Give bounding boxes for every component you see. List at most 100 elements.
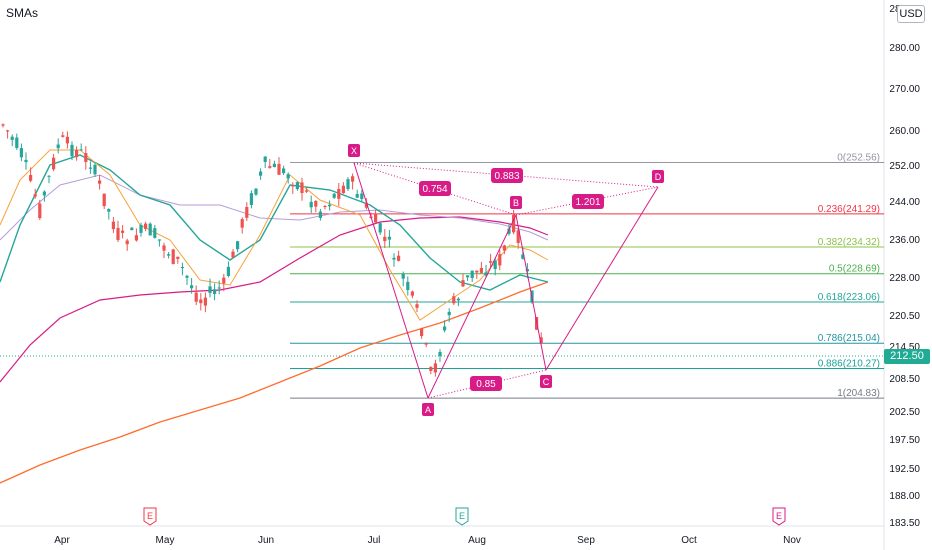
month-tick-label: Nov (783, 535, 801, 546)
sma-fast-line (0, 149, 549, 321)
pattern-xb-dotted (353, 162, 517, 216)
candle-body (162, 245, 166, 251)
pattern-point-label: A (425, 405, 431, 415)
candle-body (351, 176, 355, 182)
price-tick-label: 197.50 (889, 435, 920, 446)
price-tick-label: 192.50 (889, 464, 920, 475)
candle-body (341, 185, 345, 194)
candle-body (323, 206, 327, 208)
pattern-ratio-box (419, 181, 451, 196)
pattern-point-box (510, 196, 522, 209)
month-tick-label: Jul (368, 535, 381, 546)
candle-body (199, 299, 203, 304)
candle-body (213, 289, 217, 294)
candle-body (521, 254, 525, 259)
candle-body (420, 328, 424, 336)
candle-body (19, 148, 23, 158)
price-tick-label: 280.00 (889, 43, 920, 54)
candle-body (438, 351, 442, 356)
month-tick-label: Oct (681, 535, 697, 546)
pattern-ratio-label: 0.883 (494, 171, 519, 182)
price-tick-label: 183.50 (889, 518, 920, 529)
month-tick-label: Aug (468, 535, 486, 546)
candle-body (134, 235, 138, 241)
candle-body (176, 256, 180, 259)
candle-body (217, 287, 221, 289)
candle-body (461, 280, 465, 287)
candle-body (318, 211, 322, 218)
candle-body (10, 136, 14, 140)
price-tick-label: 202.50 (889, 407, 920, 418)
candle-body (226, 266, 230, 276)
currency-button[interactable]: USD (897, 5, 925, 23)
pattern-point-box (422, 403, 434, 416)
price-tick-label: 188.00 (889, 491, 920, 502)
candle-body (42, 191, 46, 196)
candle-body (15, 137, 19, 149)
candle-body (525, 269, 529, 272)
candle-body (65, 136, 69, 144)
candle-body (111, 221, 115, 230)
candle-body (203, 297, 207, 306)
candle-body (93, 164, 97, 175)
candle-body (263, 156, 267, 163)
earnings-marker-label: E (459, 511, 465, 521)
fib-level-label: 0.382(234.32) (818, 237, 880, 248)
candle-body (190, 285, 194, 289)
candle-body (231, 251, 235, 258)
candle-body (171, 249, 175, 264)
candle-body (456, 298, 460, 301)
pattern-ratio-box (491, 168, 523, 183)
candle-body (378, 223, 382, 233)
candle-body (56, 144, 60, 149)
candle-body (254, 188, 258, 195)
candle-body (392, 257, 396, 260)
earnings-marker (143, 507, 157, 526)
candle-body (479, 268, 483, 273)
candle-body (185, 275, 189, 278)
candle-body (337, 189, 341, 199)
month-tick-label: May (156, 535, 175, 546)
candle-body (75, 149, 79, 158)
candle-body (424, 343, 428, 345)
candle-body (272, 163, 276, 168)
candle-body (314, 201, 318, 207)
candle-body (249, 193, 253, 205)
candle-body (295, 182, 299, 190)
candle-body (291, 185, 295, 187)
candle-body (406, 281, 410, 291)
fib-level-label: 0.618(223.06) (818, 292, 880, 303)
candle-body (102, 193, 106, 207)
candle-body (470, 270, 474, 278)
candle-body (157, 239, 161, 241)
pattern-point-box (652, 170, 664, 183)
candle-body (539, 337, 543, 344)
candle-body (328, 204, 332, 207)
candle-body (180, 266, 184, 269)
earnings-marker-label: E (147, 511, 153, 521)
candle-body (52, 157, 56, 170)
candle-body (429, 367, 433, 371)
last-price-badge: 212.50 (884, 349, 930, 364)
candle-body (139, 224, 143, 233)
indicator-label: SMAs (6, 6, 39, 20)
candle-body (286, 174, 290, 179)
candle-body (484, 272, 488, 276)
candle-body (236, 241, 240, 250)
candle-body (498, 254, 502, 266)
candle-body (268, 166, 272, 168)
candle-body (148, 223, 152, 236)
candle-body (355, 194, 359, 198)
candle-body (364, 202, 368, 208)
earnings-marker-label: E (776, 511, 782, 521)
candle-body (452, 296, 456, 304)
pattern-xa-leg (353, 162, 429, 399)
candle-body (309, 201, 313, 208)
month-tick-label: Jun (258, 535, 274, 546)
candle-body (433, 363, 437, 373)
candle-body (305, 190, 309, 192)
sma-slow-line (0, 216, 549, 383)
earnings-marker (455, 507, 469, 526)
